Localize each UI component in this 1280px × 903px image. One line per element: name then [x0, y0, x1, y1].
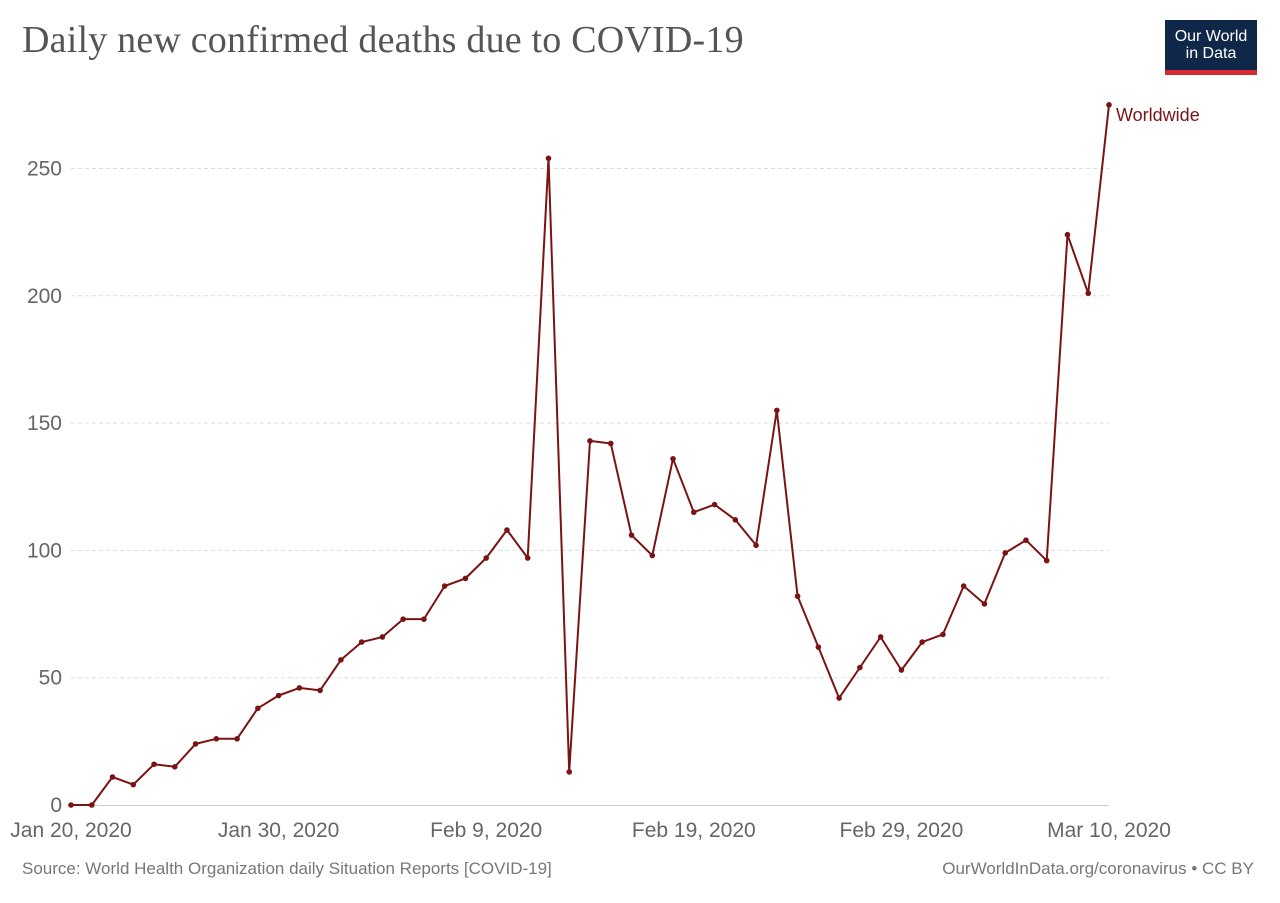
data-point[interactable]: [981, 601, 988, 607]
data-point[interactable]: [877, 634, 884, 640]
data-point[interactable]: [607, 440, 614, 447]
data-point[interactable]: [670, 455, 676, 462]
y-tick-label: 250: [27, 158, 62, 181]
y-tick-label: 150: [27, 412, 62, 435]
chart-title: Daily new confirmed deaths due to COVID-…: [22, 19, 744, 61]
data-point[interactable]: [234, 736, 240, 742]
data-point[interactable]: [898, 667, 905, 673]
x-tick-label: Mar 10, 2020: [1047, 819, 1171, 842]
y-tick-label: 100: [27, 539, 62, 562]
data-point[interactable]: [649, 552, 656, 559]
data-point[interactable]: [483, 555, 490, 561]
data-point[interactable]: [255, 705, 261, 712]
data-point[interactable]: [1002, 550, 1008, 556]
credit-link[interactable]: OurWorldInData.org/coronavirus • CC BY: [942, 859, 1254, 878]
data-point[interactable]: [794, 593, 801, 600]
logo-line-1: Our World: [1174, 28, 1248, 45]
data-point[interactable]: [504, 527, 510, 533]
x-tick-label: Feb 29, 2020: [840, 819, 964, 842]
series-label-worldwide[interactable]: Worldwide: [1116, 105, 1200, 125]
data-point[interactable]: [940, 631, 946, 638]
data-point[interactable]: [275, 692, 282, 699]
logo-line-2: in Data: [1185, 45, 1237, 62]
data-point[interactable]: [192, 741, 199, 747]
data-point[interactable]: [400, 616, 406, 622]
data-point[interactable]: [691, 509, 697, 516]
data-point[interactable]: [296, 685, 303, 691]
data-point[interactable]: [441, 583, 448, 589]
data-point[interactable]: [587, 438, 593, 444]
data-point[interactable]: [960, 583, 967, 589]
gridlines: [71, 168, 1109, 679]
data-point[interactable]: [68, 802, 74, 808]
data-point[interactable]: [711, 501, 718, 508]
data-point[interactable]: [172, 764, 178, 770]
data-point[interactable]: [213, 736, 220, 742]
data-point[interactable]: [857, 664, 863, 671]
data-point[interactable]: [524, 555, 531, 561]
x-tick-label: Feb 9, 2020: [430, 819, 542, 842]
data-point[interactable]: [919, 639, 925, 645]
data-point[interactable]: [566, 769, 573, 775]
series-points: [68, 102, 1112, 808]
data-point[interactable]: [545, 155, 552, 162]
y-axis-ticks: 0 50 100 150 200 250: [27, 158, 62, 818]
y-tick-label: 50: [39, 667, 62, 690]
data-point[interactable]: [88, 802, 95, 808]
x-axis-ticks: Jan 20, 2020 Jan 30, 2020 Feb 9, 2020 Feb 1…: [10, 819, 1171, 842]
x-tick-label: Jan 20, 2020: [10, 819, 131, 842]
data-point[interactable]: [1023, 537, 1029, 544]
data-point[interactable]: [628, 532, 635, 538]
data-point[interactable]: [1106, 102, 1112, 108]
data-point[interactable]: [774, 407, 780, 414]
source-note[interactable]: Source: World Health Organization daily …: [22, 859, 552, 878]
data-point[interactable]: [1064, 231, 1071, 238]
data-point[interactable]: [732, 517, 739, 523]
data-point[interactable]: [379, 634, 386, 640]
data-point[interactable]: [151, 761, 157, 768]
x-tick-label: Feb 19, 2020: [632, 819, 756, 842]
data-point[interactable]: [317, 687, 323, 694]
series-line-worldwide[interactable]: [71, 104, 1110, 806]
data-point[interactable]: [1085, 290, 1092, 297]
data-point[interactable]: [753, 542, 759, 549]
data-point[interactable]: [836, 695, 842, 701]
data-point[interactable]: [421, 616, 427, 622]
y-tick-label: 200: [27, 285, 62, 308]
data-point[interactable]: [1043, 557, 1050, 564]
y-tick-label: 0: [50, 794, 62, 817]
owid-logo[interactable]: Our World in Data: [1165, 20, 1257, 75]
data-point[interactable]: [462, 575, 469, 582]
data-point[interactable]: [130, 781, 137, 788]
data-point[interactable]: [815, 644, 822, 650]
data-point[interactable]: [109, 774, 116, 780]
x-tick-label: Jan 30, 2020: [218, 819, 339, 842]
data-point[interactable]: [338, 657, 344, 663]
data-point[interactable]: [358, 639, 365, 645]
